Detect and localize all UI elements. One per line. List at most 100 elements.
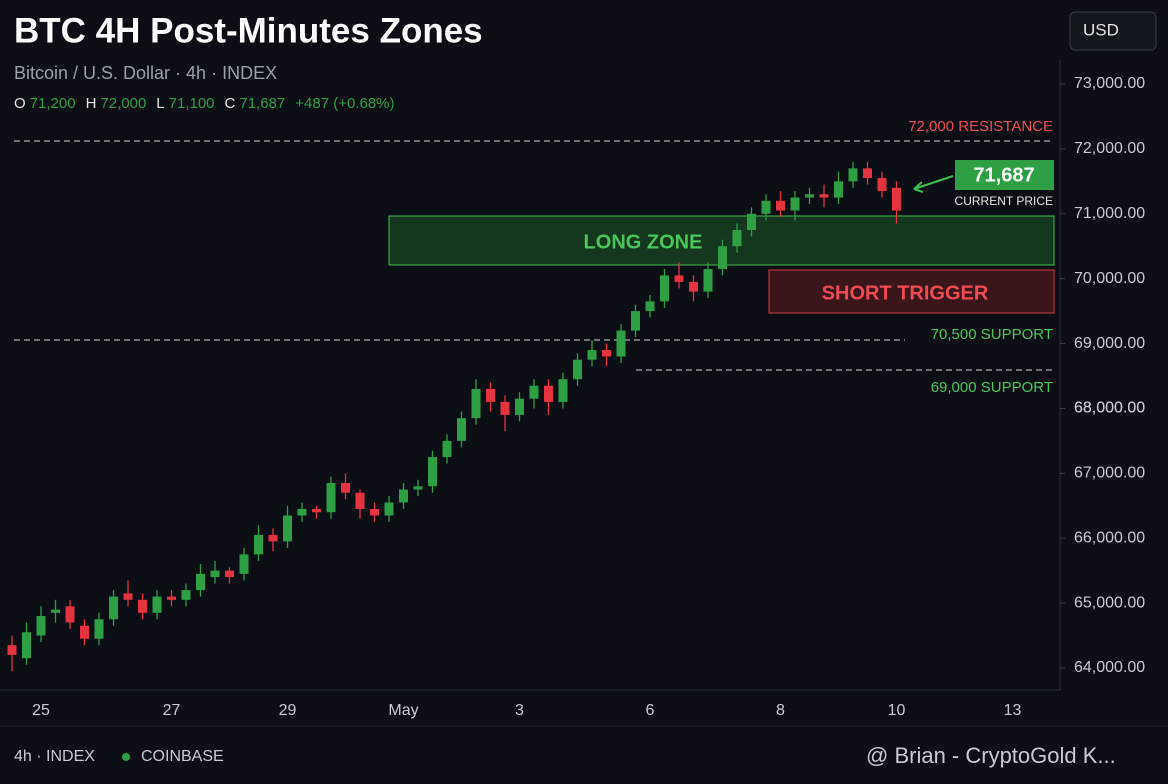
y-tick-label: 66,000.00 xyxy=(1074,529,1145,546)
y-tick-label: 69,000.00 xyxy=(1074,335,1145,352)
ohlc-key: L xyxy=(156,95,164,112)
candle-body xyxy=(428,457,437,487)
short-trigger-zone xyxy=(768,269,1055,314)
x-tick-label: 3 xyxy=(515,702,524,719)
candle-body xyxy=(413,486,423,490)
candle-body xyxy=(239,554,249,574)
candle-body xyxy=(22,632,31,659)
candle-body xyxy=(167,596,176,600)
candle-body xyxy=(254,534,263,555)
currency-label[interactable]: USD xyxy=(1083,20,1119,39)
ohlc-change: +487 (+0.68%) xyxy=(295,95,394,112)
candle-body xyxy=(892,187,901,211)
candle-body xyxy=(225,570,234,578)
chart-subtitle: Bitcoin / U.S. Dollar · 4h · INDEX xyxy=(14,63,277,83)
candle-body xyxy=(355,492,365,509)
candle-body xyxy=(138,599,147,613)
y-tick-label: 64,000.00 xyxy=(1074,659,1145,676)
candle-body xyxy=(283,515,292,542)
chart-title: BTC 4H Post-Minutes Zones xyxy=(14,11,483,50)
ohlc-value: 71,200 xyxy=(30,95,76,112)
candle-body xyxy=(399,489,408,503)
candle-body xyxy=(457,418,466,441)
x-tick-label: 13 xyxy=(1004,702,1022,719)
candles xyxy=(7,161,901,672)
candle-body xyxy=(645,301,655,312)
x-tick-label: 25 xyxy=(32,702,50,719)
candle-body xyxy=(819,194,829,198)
ohlc-key: O xyxy=(14,95,26,112)
x-tick-label: 10 xyxy=(888,702,906,719)
ohlc-value: 72,000 xyxy=(100,95,146,112)
footer-interval: 4h · INDEX xyxy=(14,748,95,765)
resistance-label: 72,000 RESISTANCE xyxy=(908,118,1053,135)
candle-body xyxy=(674,275,684,282)
candle-body xyxy=(587,350,597,360)
candle-body xyxy=(471,388,481,419)
candle-body xyxy=(805,194,814,198)
candle-body xyxy=(486,388,495,402)
candle-body xyxy=(718,246,727,269)
candle-body xyxy=(370,508,379,516)
candle-body xyxy=(51,609,60,613)
watermark: @ Brian - CryptoGold K... xyxy=(866,743,1116,768)
x-tick-label: 29 xyxy=(279,702,297,719)
ohlc-legend: O 71,200 H 72,000 L 71,100 C 71,687 +487 (+0.68%… xyxy=(14,95,395,112)
candle-body xyxy=(732,229,742,247)
support-label: 69,000 SUPPORT xyxy=(931,379,1053,396)
candle-body xyxy=(36,616,46,636)
price-arrow xyxy=(913,175,954,193)
y-tick-label: 71,000.00 xyxy=(1074,205,1145,222)
source-dot xyxy=(122,753,130,761)
y-tick-label: 70,000.00 xyxy=(1074,270,1145,287)
candle-body xyxy=(196,573,205,591)
candle-body xyxy=(341,483,350,493)
candle-body xyxy=(544,385,553,402)
candle-body xyxy=(80,625,89,639)
candle-body xyxy=(761,200,771,214)
candle-body xyxy=(500,401,510,415)
candle-body xyxy=(442,440,452,458)
y-tick-label: 73,000.00 xyxy=(1074,75,1145,92)
ohlc-value: 71,100 xyxy=(169,95,215,112)
candle-body xyxy=(210,570,220,578)
candle-body xyxy=(123,593,133,600)
candle-body xyxy=(877,178,887,192)
candle-body xyxy=(790,197,800,211)
long-zone-label: LONG ZONE xyxy=(584,231,703,253)
candle-body xyxy=(631,311,640,331)
candle-body xyxy=(747,213,756,230)
candle-body xyxy=(558,379,568,402)
candle-body xyxy=(660,275,669,302)
x-tick-label: May xyxy=(388,702,418,719)
y-tick-label: 65,000.00 xyxy=(1074,594,1145,611)
ohlc-key: H xyxy=(86,95,97,112)
ohlc-value: 71,687 xyxy=(239,95,285,112)
candle-body xyxy=(529,385,539,399)
candle-body xyxy=(863,168,872,179)
candle-body xyxy=(515,398,524,415)
x-tick-label: 27 xyxy=(163,702,181,719)
candle-body xyxy=(7,645,17,655)
candle-body xyxy=(848,168,858,182)
y-tick-label: 68,000.00 xyxy=(1074,400,1145,417)
candle-body xyxy=(152,596,162,613)
x-tick-label: 8 xyxy=(776,702,785,719)
ohlc-key: C xyxy=(225,95,236,112)
y-tick-label: 67,000.00 xyxy=(1074,465,1145,482)
candle-body xyxy=(297,508,307,516)
candle-body xyxy=(573,359,582,380)
candle-body xyxy=(326,483,336,513)
candle-body xyxy=(616,330,626,357)
candle-body xyxy=(384,502,394,516)
candle-body xyxy=(776,200,785,211)
candle-body xyxy=(65,606,75,623)
current-price: 71,687 xyxy=(973,164,1034,186)
support-label: 70,500 SUPPORT xyxy=(931,326,1053,343)
current-price-box xyxy=(955,160,1054,190)
currency-button[interactable] xyxy=(1069,11,1157,51)
candle-body xyxy=(703,268,713,292)
